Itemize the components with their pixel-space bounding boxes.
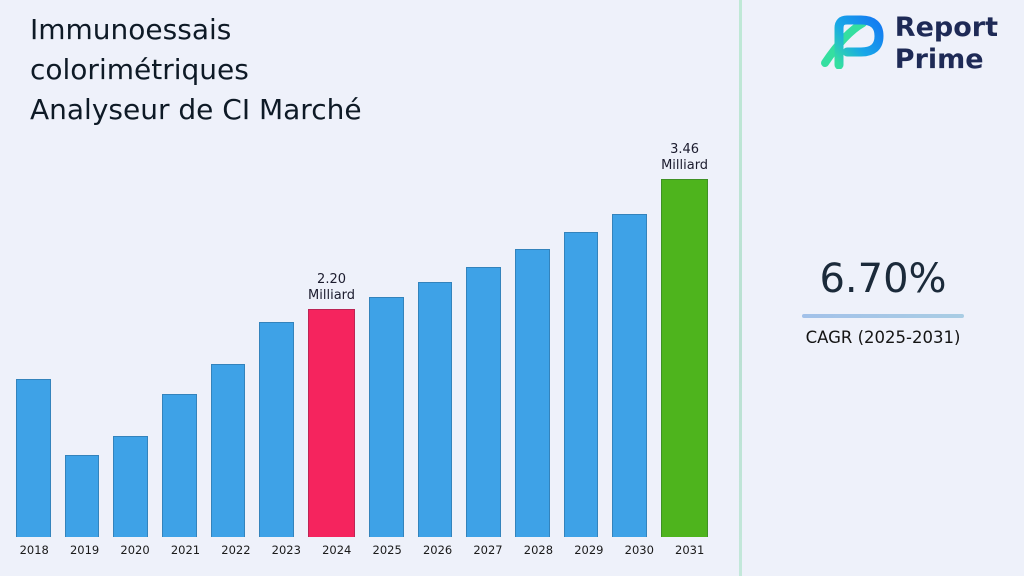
bar-column-2030 bbox=[612, 137, 648, 537]
bar-column-2018 bbox=[16, 137, 51, 537]
bar-column-2021 bbox=[162, 137, 197, 537]
x-tick-2024: 2024 bbox=[322, 543, 352, 557]
cagr-underline bbox=[802, 314, 964, 318]
report-prime-logo-icon bbox=[819, 15, 885, 73]
bar-2029 bbox=[563, 232, 599, 537]
logo-text-line2: Prime bbox=[894, 44, 984, 76]
x-tick-2019: 2019 bbox=[69, 543, 100, 557]
bar-column-2031: 3.46 Milliard bbox=[661, 137, 709, 537]
x-tick-2030: 2030 bbox=[624, 543, 654, 557]
x-axis: 2018 2019 2020 2021 2022 2023 2024 2025 2026 2027… bbox=[16, 543, 708, 557]
x-tick-2018: 2018 bbox=[19, 543, 49, 557]
bar-column-2027 bbox=[466, 137, 502, 537]
page-title: Immunoessais colorimétriques Analyseur d… bbox=[30, 13, 362, 127]
bar-value-label-2024: 2.20 Milliard bbox=[308, 271, 356, 303]
x-tick-2022: 2022 bbox=[221, 543, 251, 557]
x-tick-2020: 2020 bbox=[120, 543, 150, 557]
vertical-divider bbox=[739, 0, 742, 576]
bar-2020 bbox=[113, 436, 149, 537]
x-tick-2031: 2031 bbox=[675, 543, 705, 557]
bar-column-2019 bbox=[64, 137, 100, 537]
report-prime-logo-text: Report Prime bbox=[895, 12, 998, 77]
cagr-value: 6.70% bbox=[819, 256, 947, 302]
bar-2030 bbox=[612, 214, 648, 537]
cagr-panel: 6.70% CAGR (2025-2031) bbox=[748, 256, 1018, 347]
report-prime-logo: Report Prime bbox=[819, 12, 998, 77]
bar-2026 bbox=[417, 282, 453, 537]
bar-2024 bbox=[308, 309, 356, 537]
x-tick-2026: 2026 bbox=[422, 543, 453, 557]
bar-column-2026 bbox=[417, 137, 453, 537]
x-tick-2029: 2029 bbox=[574, 543, 604, 557]
bar-2018 bbox=[16, 379, 51, 537]
bar-column-2024: 2.20 Milliard bbox=[308, 137, 356, 537]
bar-column-2028 bbox=[515, 137, 550, 537]
x-tick-2021: 2021 bbox=[170, 543, 201, 557]
bar-2027 bbox=[466, 267, 502, 537]
bar-column-2022 bbox=[210, 137, 246, 537]
bar-2022 bbox=[210, 364, 246, 537]
bar-2023 bbox=[259, 322, 295, 537]
x-tick-2023: 2023 bbox=[271, 543, 301, 557]
bar-2019 bbox=[64, 455, 100, 537]
bar-column-2025 bbox=[369, 137, 404, 537]
bar-chart: 2.20 Milliard 3.46 Milliard bbox=[16, 137, 709, 537]
bar-2021 bbox=[162, 394, 197, 537]
bar-column-2023 bbox=[259, 137, 295, 537]
x-tick-2028: 2028 bbox=[523, 543, 554, 557]
bar-column-2020 bbox=[113, 137, 149, 537]
bar-column-2029 bbox=[563, 137, 599, 537]
x-tick-2025: 2025 bbox=[372, 543, 402, 557]
cagr-label: CAGR (2025-2031) bbox=[805, 328, 961, 347]
bar-2025 bbox=[369, 297, 404, 537]
bar-2028 bbox=[515, 249, 550, 537]
logo-text-line1: Report bbox=[894, 12, 998, 43]
x-tick-2027: 2027 bbox=[473, 543, 503, 557]
bar-value-label-2031: 3.46 Milliard bbox=[661, 141, 709, 173]
bar-2031 bbox=[661, 179, 709, 537]
